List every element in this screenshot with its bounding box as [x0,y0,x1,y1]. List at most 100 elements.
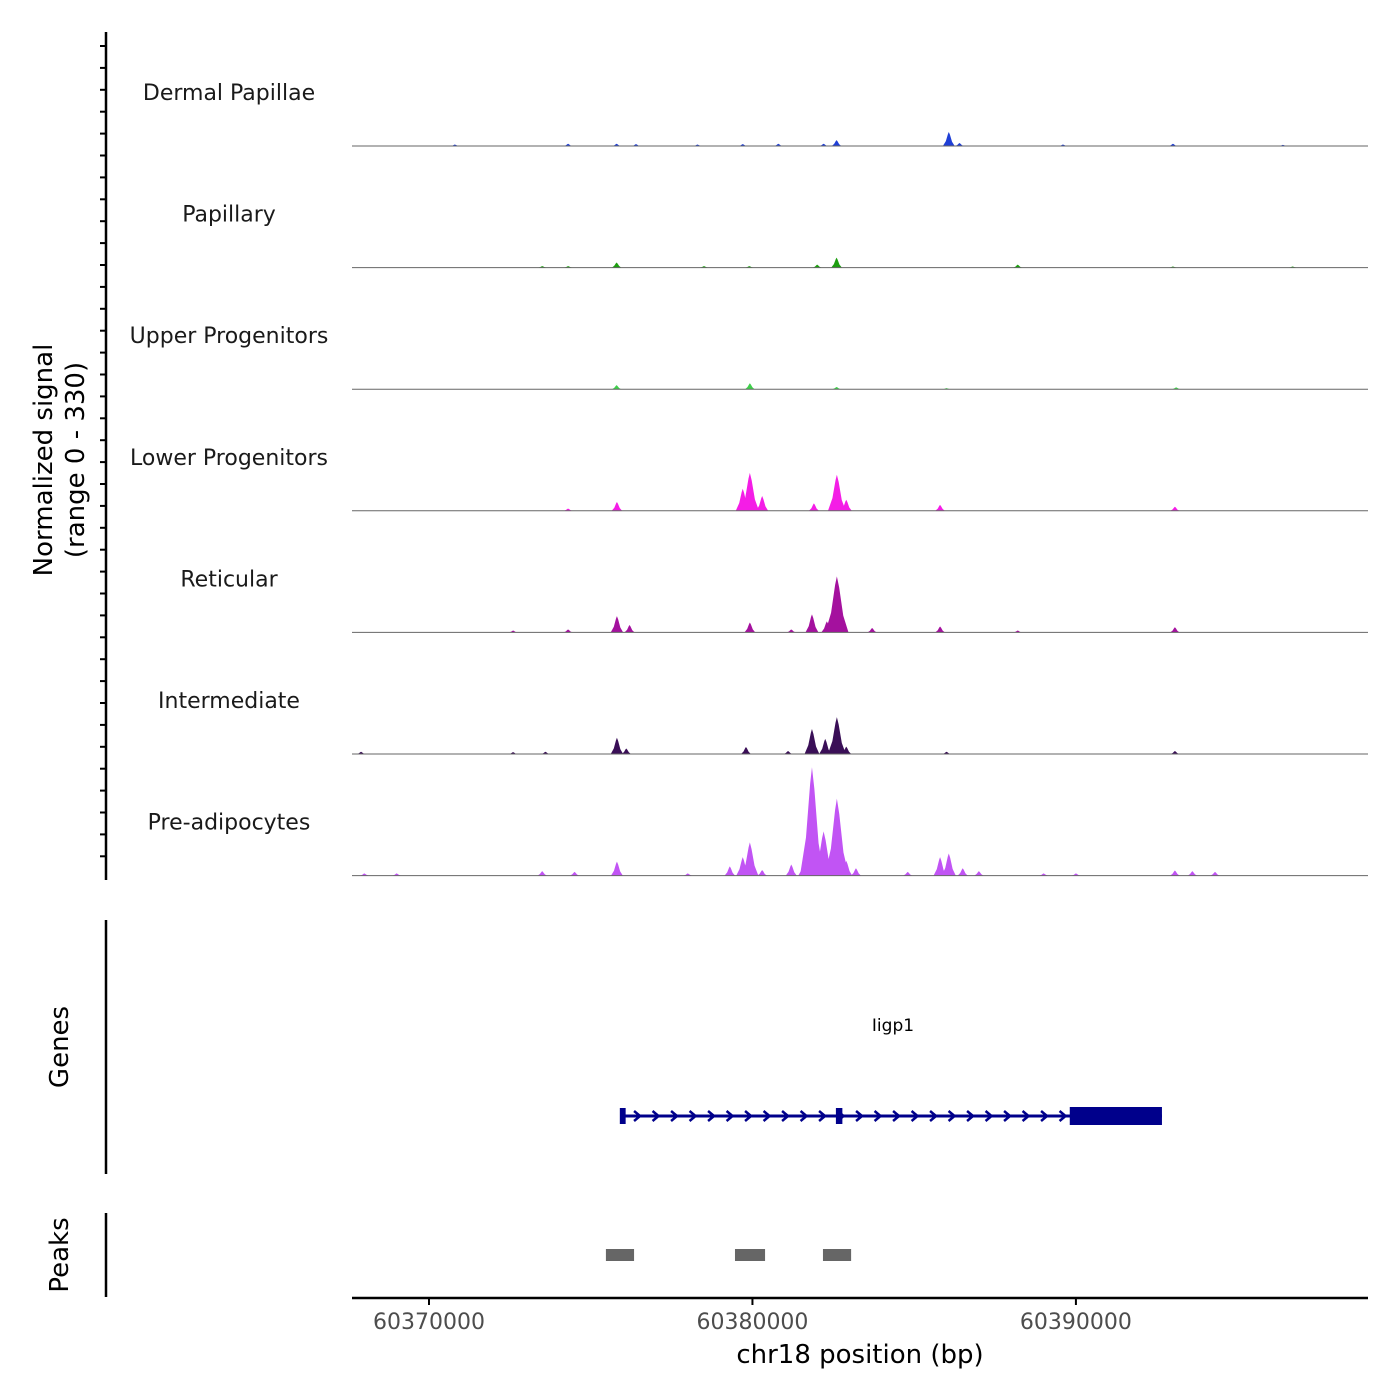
track-label: Upper Progenitors [130,324,329,349]
track-label: Dermal Papillae [143,81,315,106]
signal-peak [356,751,366,754]
signal-peak [774,143,783,146]
signal-peak [785,864,797,876]
signal-peak [808,503,819,511]
signal-peak [840,499,852,511]
signal-peak [1168,143,1178,146]
signal-peak [537,871,547,876]
signal-peak [1187,871,1197,876]
strand-arrow-icon [947,1110,957,1122]
strand-arrow-icon [799,1110,809,1122]
signal-peak [933,857,947,876]
signal-peak [621,748,632,754]
strand-arrow-icon [929,1110,939,1122]
signal-tracks: Dermal Papillae Papillary Upper Progenitor… [130,81,1368,877]
signal-peak [1170,627,1180,633]
signal-peak [840,860,853,876]
signal-peak [804,728,820,754]
track-lower-progenitors: Lower Progenitors [130,446,1368,512]
peak-region [822,1249,852,1261]
signal-peak [827,474,846,511]
x-axis: 60370000 60380000 60390000 [352,1296,1368,1335]
strand-arrow-icon [725,1110,735,1122]
peak-region [605,1249,635,1261]
signal-peak [799,767,824,876]
peak-track [605,1249,852,1261]
signal-peak [624,625,635,633]
track-label: Lower Progenitors [130,446,328,471]
signal-peak [611,861,623,876]
signal-peak [935,504,945,511]
signal-peak [570,871,580,876]
signal-peak [824,798,849,876]
signal-peak [831,257,842,268]
strand-arrow-icon [892,1110,902,1122]
strand-arrow-icon [966,1110,976,1122]
signal-peak [832,386,841,390]
signal-peak [612,385,622,390]
signal-peak [903,871,913,876]
signal-peak [611,262,622,268]
signal-peak [563,508,573,511]
track-reticular: Reticular [180,567,1368,633]
gene-track: Iigp1 [619,1016,1162,1125]
genes-label: Genes [45,1006,75,1088]
signal-peak [1071,873,1081,876]
gene-Iigp1: Iigp1 [619,1016,1162,1125]
signal-peak [740,472,760,511]
signal-peak [831,140,842,146]
signal-peak [850,868,861,876]
signal-peak [783,751,793,754]
signal-peak [741,746,751,754]
signal-peak [612,143,621,146]
strand-arrow-icon [1021,1110,1031,1122]
signal-peak [819,738,832,754]
strand-arrow-icon [873,1110,883,1122]
signal-peak [786,629,796,633]
signal-peak [955,143,964,146]
gene-exon [1069,1107,1162,1125]
strand-arrow-icon [688,1110,698,1122]
signal-peak [392,873,401,876]
signal-peak [1170,751,1180,754]
signal-peak [610,737,624,754]
signal-peak [1039,873,1048,876]
signal-peak [841,746,852,754]
track-label: Reticular [180,567,278,592]
signal-peak [744,622,756,633]
peak-region [734,1249,766,1261]
gene-exon [619,1108,626,1124]
track-pre-adipocytes: Pre-adipocytes [148,767,1368,877]
track-papillary: Papillary [182,203,1368,269]
strand-arrow-icon [707,1110,717,1122]
track-intermediate: Intermediate [158,689,1368,755]
y-axis-range-label: (range 0 - 330) [61,362,91,558]
strand-arrow-icon [984,1110,994,1122]
signal-peak [974,871,984,876]
strand-arrow-icon [781,1110,791,1122]
strand-arrow-icon [651,1110,661,1122]
strand-arrow-icon [1040,1110,1050,1122]
strand-arrow-icon [1058,1110,1068,1122]
gene-exon [835,1108,843,1124]
gene-name-label: Iigp1 [872,1016,914,1036]
signal-peak [819,143,828,146]
track-label: Papillary [182,203,276,228]
track-label: Pre-adipocytes [148,811,311,836]
track-dermal-papillae: Dermal Papillae [143,81,1368,147]
track-label: Intermediate [158,689,300,714]
strand-arrow-icon [744,1110,754,1122]
strand-arrow-icon [910,1110,920,1122]
signal-peak [827,717,846,754]
signal-peak [745,383,755,390]
y-axis-label: Normalized signal [29,344,59,577]
signal-peak [359,873,369,876]
strand-arrow-icon [1003,1110,1013,1122]
signal-peak [683,873,693,876]
signal-peak [563,629,573,633]
x-tick-label: 60370000 [373,1310,485,1335]
track-upper-progenitors: Upper Progenitors [130,324,1368,390]
signal-peak [957,868,968,876]
signal-peak [1170,870,1180,876]
